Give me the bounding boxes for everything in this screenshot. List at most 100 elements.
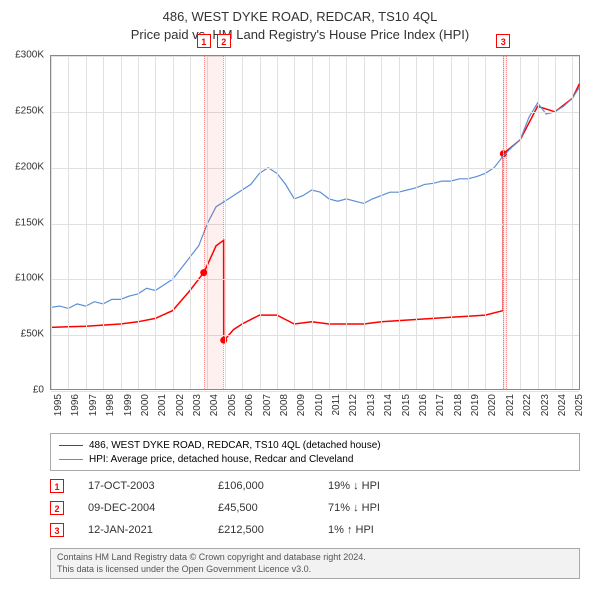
gridline-v: [433, 56, 434, 389]
gridline-v: [190, 56, 191, 389]
footer-line1: Contains HM Land Registry data © Crown c…: [57, 552, 573, 564]
legend-row: HPI: Average price, detached house, Redc…: [59, 452, 571, 466]
event-marker-2: 2: [217, 34, 231, 48]
x-tick-label: 1996: [70, 394, 81, 416]
legend-label: 486, WEST DYKE ROAD, REDCAR, TS10 4QL (d…: [89, 440, 381, 451]
x-tick-label: 2015: [401, 394, 412, 416]
chart-plot-area: 123: [50, 55, 580, 390]
gridline-v: [103, 56, 104, 389]
footer-line2: This data is licensed under the Open Gov…: [57, 564, 573, 576]
x-tick-label: 2006: [244, 394, 255, 416]
gridline-v: [520, 56, 521, 389]
title-address: 486, WEST DYKE ROAD, REDCAR, TS10 4QL: [0, 8, 600, 26]
events-block: 117-OCT-2003£106,00019% ↓ HPI 2 09-DEC-200…: [50, 475, 580, 541]
gridline-v: [225, 56, 226, 389]
gridline-v: [51, 56, 52, 389]
y-tick-label: £0: [33, 385, 44, 396]
event-price: £106,000: [218, 480, 328, 492]
event-diff: 1% ↑ HPI: [328, 524, 438, 536]
x-tick-label: 2016: [418, 394, 429, 416]
x-tick-label: 1998: [105, 394, 116, 416]
x-tick-label: 2004: [209, 394, 220, 416]
event-marker-3: 3: [496, 34, 510, 48]
x-tick-label: 2011: [331, 394, 342, 416]
x-tick-label: 2010: [314, 394, 325, 416]
x-tick-label: 1997: [88, 394, 99, 416]
event-row: 209-DEC-2004£45,50071% ↓ HPI: [50, 497, 580, 519]
gridline-v: [399, 56, 400, 389]
legend-label: HPI: Average price, detached house, Redc…: [89, 454, 353, 465]
x-tick-label: 2007: [262, 394, 273, 416]
highlight-band: [204, 56, 224, 389]
footer-licence: Contains HM Land Registry data © Crown c…: [50, 548, 580, 579]
x-tick-label: 2001: [157, 394, 168, 416]
x-tick-label: 2017: [435, 394, 446, 416]
y-tick-label: £250K: [15, 105, 44, 116]
x-tick-label: 2013: [366, 394, 377, 416]
legend-swatch: [59, 459, 83, 460]
x-tick-label: 2019: [470, 394, 481, 416]
x-tick-label: 2003: [192, 394, 203, 416]
x-tick-label: 2009: [296, 394, 307, 416]
gridline-v: [381, 56, 382, 389]
event-date: 09-DEC-2004: [88, 502, 218, 514]
gridline-v: [485, 56, 486, 389]
x-tick-label: 2020: [487, 394, 498, 416]
gridline-v: [86, 56, 87, 389]
gridline-v: [155, 56, 156, 389]
gridline-v: [260, 56, 261, 389]
event-row: 312-JAN-2021£212,5001% ↑ HPI: [50, 519, 580, 541]
plot-svg: [51, 56, 579, 389]
x-tick-label: 1995: [53, 394, 64, 416]
gridline-h: [51, 56, 579, 57]
x-tick-label: 2000: [140, 394, 151, 416]
event-diff: 19% ↓ HPI: [328, 480, 438, 492]
x-tick-label: 2023: [540, 394, 551, 416]
event-row-marker: 3: [50, 523, 64, 537]
legend-row: 486, WEST DYKE ROAD, REDCAR, TS10 4QL (d…: [59, 438, 571, 452]
x-tick-label: 2008: [279, 394, 290, 416]
gridline-h: [51, 279, 579, 280]
gridline-v: [416, 56, 417, 389]
gridline-v: [555, 56, 556, 389]
event-price: £212,500: [218, 524, 328, 536]
x-tick-label: 2024: [557, 394, 568, 416]
legend-swatch: [59, 445, 83, 446]
series-hpi: [51, 87, 579, 308]
x-tick-label: 2021: [505, 394, 516, 416]
x-tick-label: 1999: [123, 394, 134, 416]
event-row-marker: 2: [50, 501, 64, 515]
y-tick-label: £200K: [15, 161, 44, 172]
gridline-v: [451, 56, 452, 389]
gridline-h: [51, 224, 579, 225]
x-axis-labels: 1995 1996 1997 1998 1999 2000 2001 2002 2003 2004…: [50, 390, 580, 430]
gridline-v: [468, 56, 469, 389]
x-tick-label: 2014: [383, 394, 394, 416]
event-marker-1: 1: [197, 34, 211, 48]
y-tick-label: £100K: [15, 273, 44, 284]
y-tick-label: £150K: [15, 217, 44, 228]
event-diff: 71% ↓ HPI: [328, 502, 438, 514]
y-tick-label: £50K: [21, 329, 44, 340]
gridline-v: [572, 56, 573, 389]
gridline-v: [329, 56, 330, 389]
gridline-v: [312, 56, 313, 389]
gridline-h: [51, 335, 579, 336]
gridline-v: [242, 56, 243, 389]
series-property: [51, 84, 579, 340]
x-tick-label: 2025: [574, 394, 585, 416]
gridline-v: [277, 56, 278, 389]
x-tick-label: 2005: [227, 394, 238, 416]
x-tick-label: 2002: [175, 394, 186, 416]
gridline-v: [346, 56, 347, 389]
highlight-band: [503, 56, 506, 389]
gridline-v: [538, 56, 539, 389]
x-tick-label: 2022: [522, 394, 533, 416]
gridline-v: [364, 56, 365, 389]
y-tick-label: £300K: [15, 50, 44, 61]
gridline-v: [138, 56, 139, 389]
event-row: 117-OCT-2003£106,00019% ↓ HPI: [50, 475, 580, 497]
y-axis-labels: £0£50K£100K£150K£200K£250K£300K: [0, 55, 48, 390]
gridline-h: [51, 168, 579, 169]
x-tick-label: 2018: [453, 394, 464, 416]
